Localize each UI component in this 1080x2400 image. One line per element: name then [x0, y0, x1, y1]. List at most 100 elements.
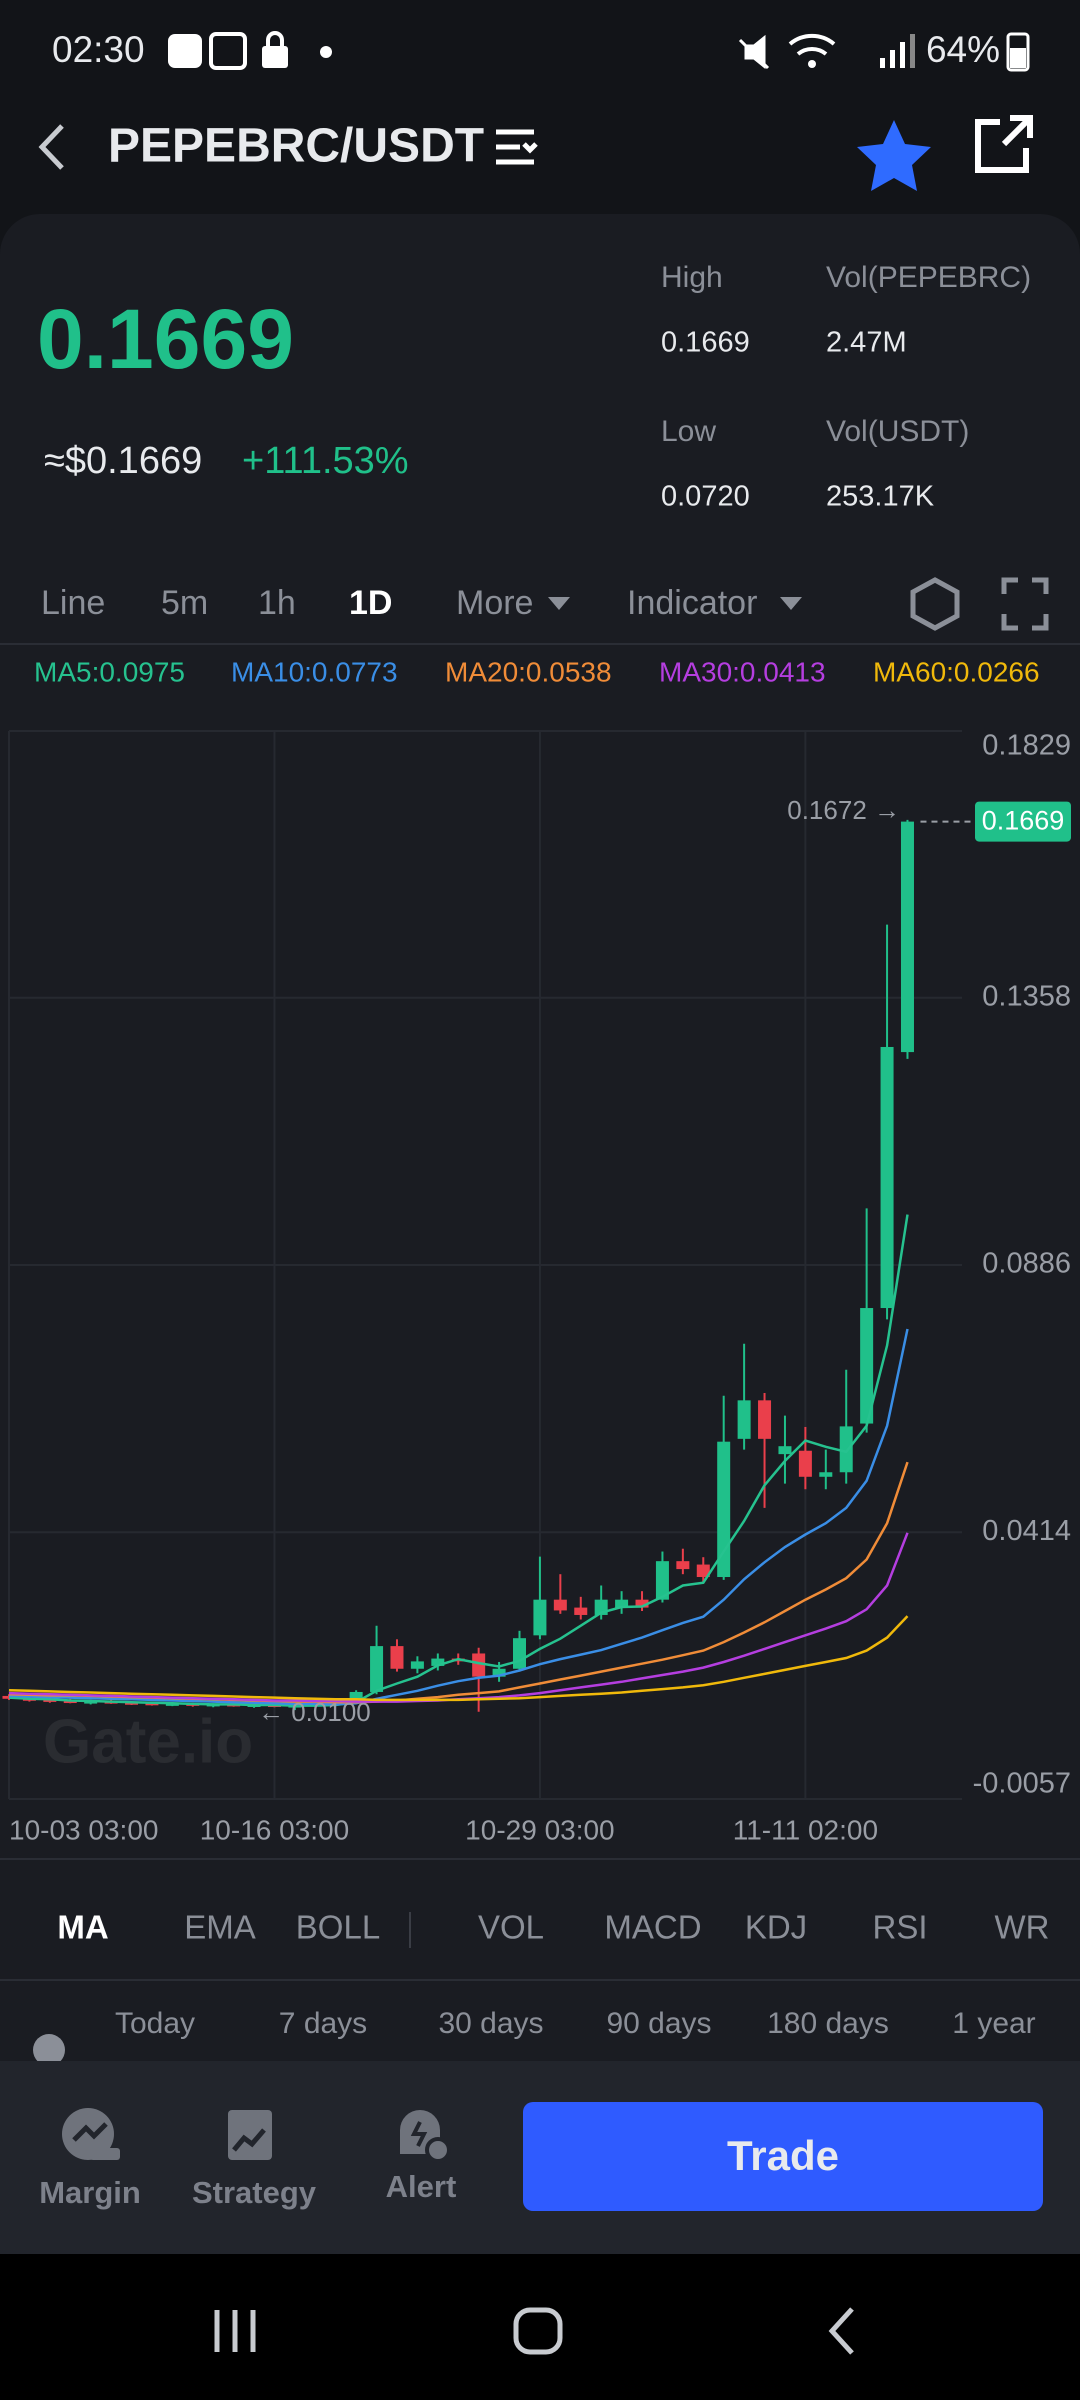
info-icon[interactable]: [33, 2034, 65, 2066]
timeframe-tab[interactable]: Indicator: [627, 584, 757, 622]
legend-entry: MA60:0.0266: [873, 656, 1040, 687]
candle-body: [145, 1703, 159, 1706]
stat-label: Vol(PEPEBRC): [826, 261, 1031, 294]
pair-title: PEPEBRC/USDT: [108, 120, 484, 173]
candle-body: [819, 1472, 833, 1477]
indicator-tab[interactable]: VOL: [478, 1909, 544, 1946]
watermark: Gate.io: [43, 1707, 253, 1776]
timeframe-tab[interactable]: 1h: [258, 584, 296, 622]
y-tick-label: 0.1829: [982, 730, 1071, 762]
ma-line: [8, 1328, 909, 1706]
timeframe-tab[interactable]: More: [456, 584, 533, 622]
indicator-tab[interactable]: MA: [57, 1909, 108, 1946]
candle-body: [635, 1599, 649, 1608]
candle-body: [472, 1653, 486, 1677]
period-tab[interactable]: 7 days: [279, 2007, 367, 2040]
fullscreen-button[interactable]: [1001, 577, 1049, 631]
last-price: 0.1669: [37, 292, 294, 386]
margin-icon: [62, 2108, 120, 2160]
timeframe-tab[interactable]: Line: [41, 584, 105, 622]
legend-entry: MA20:0.0538: [445, 656, 612, 687]
indicator-tab[interactable]: RSI: [872, 1909, 927, 1946]
usd-price: ≈$0.1669: [44, 440, 202, 482]
strategy-icon: [228, 2110, 272, 2160]
home-button[interactable]: [513, 2307, 563, 2355]
candle-body: [410, 1661, 424, 1669]
candle-body: [737, 1400, 751, 1439]
candle-body: [165, 1703, 179, 1706]
trade-button-label: Trade: [727, 2132, 839, 2179]
last-price-tag: [975, 801, 1071, 842]
period-tab[interactable]: Today: [115, 2007, 195, 2040]
candle-body: [492, 1668, 506, 1677]
period-tab[interactable]: 180 days: [767, 2007, 889, 2040]
candle-body: [349, 1691, 363, 1703]
candle-body: [655, 1561, 669, 1600]
legend-entry: MA5:0.0975: [34, 656, 185, 687]
candle-body: [43, 1699, 57, 1702]
high-annotation: 0.1672 →: [787, 795, 900, 825]
candle-body: [2, 1695, 16, 1699]
period-tab[interactable]: 30 days: [438, 2007, 543, 2040]
last-price-label: 0.1669: [982, 806, 1065, 836]
pair-list-icon[interactable]: [496, 129, 538, 165]
stat-label: Low: [661, 415, 716, 448]
candle-body: [778, 1446, 792, 1455]
indicator-tab[interactable]: KDJ: [745, 1909, 807, 1946]
status-icons: [168, 31, 1030, 72]
price-change: +111.53%: [242, 440, 409, 482]
stat-value: 2.47M: [826, 327, 907, 359]
candle-body: [370, 1646, 384, 1692]
ma-line: [8, 1214, 909, 1707]
stat-value: 253.17K: [826, 481, 935, 513]
indicator-tab[interactable]: MACD: [604, 1909, 701, 1946]
timeframe-tab[interactable]: 5m: [161, 584, 208, 622]
alert-icon: [400, 2110, 451, 2163]
stat-label: Vol(USDT): [826, 415, 969, 448]
period-tab[interactable]: 90 days: [606, 2007, 711, 2040]
recent-apps-button[interactable]: [214, 2310, 256, 2352]
candle-body: [533, 1599, 547, 1636]
ma-line: [8, 1615, 909, 1702]
candle-body: [63, 1701, 77, 1704]
candle-body: [615, 1599, 629, 1608]
candle-body: [553, 1599, 567, 1611]
indicator-tab[interactable]: EMA: [184, 1909, 256, 1946]
period-tab[interactable]: 1 year: [952, 2007, 1035, 2040]
candle-body: [125, 1702, 139, 1705]
candle-body: [758, 1400, 772, 1439]
margin-button[interactable]: Margin: [39, 2175, 141, 2210]
candle-body: [431, 1658, 445, 1666]
candle-body: [717, 1441, 731, 1578]
strategy-button[interactable]: Strategy: [192, 2175, 317, 2210]
dropdown-arrow: [780, 597, 802, 610]
x-tick-label: 10-16 03:00: [200, 1814, 349, 1845]
share-button[interactable]: [975, 115, 1033, 173]
timeframe-tab[interactable]: 1D: [349, 584, 392, 622]
candle-body: [676, 1561, 690, 1570]
x-tick-label: 10-03 03:00: [9, 1814, 158, 1845]
trade-button[interactable]: [523, 2102, 1043, 2211]
candle-body: [574, 1607, 588, 1615]
indicator-tab[interactable]: BOLL: [296, 1909, 380, 1946]
battery-level: 64%: [926, 29, 1000, 70]
favorite-star[interactable]: [857, 120, 931, 191]
candle-body: [798, 1450, 812, 1477]
x-tick-label: 10-29 03:00: [465, 1814, 614, 1845]
system-back-button[interactable]: [828, 2307, 854, 2355]
back-button[interactable]: [38, 124, 64, 170]
settings-button[interactable]: [910, 577, 960, 631]
candle-body: [513, 1638, 526, 1669]
candle-body: [860, 1308, 874, 1424]
candle-body: [84, 1701, 98, 1704]
alert-button[interactable]: Alert: [386, 2169, 457, 2204]
y-tick-label: 0.1358: [982, 980, 1071, 1012]
candle-body: [839, 1426, 853, 1473]
low-annotation: ← 0.0100: [258, 1697, 371, 1727]
x-tick-label: 11-11 02:00: [733, 1814, 878, 1845]
status-time: 02:30: [52, 29, 145, 70]
candlestick-chart: Gate.io 0.1829 0.1358 0.0886 0.0414 -0.0057 10…: [2, 656, 1071, 1845]
indicator-tab[interactable]: WR: [995, 1909, 1050, 1946]
y-tick-label: 0.0886: [982, 1248, 1071, 1280]
